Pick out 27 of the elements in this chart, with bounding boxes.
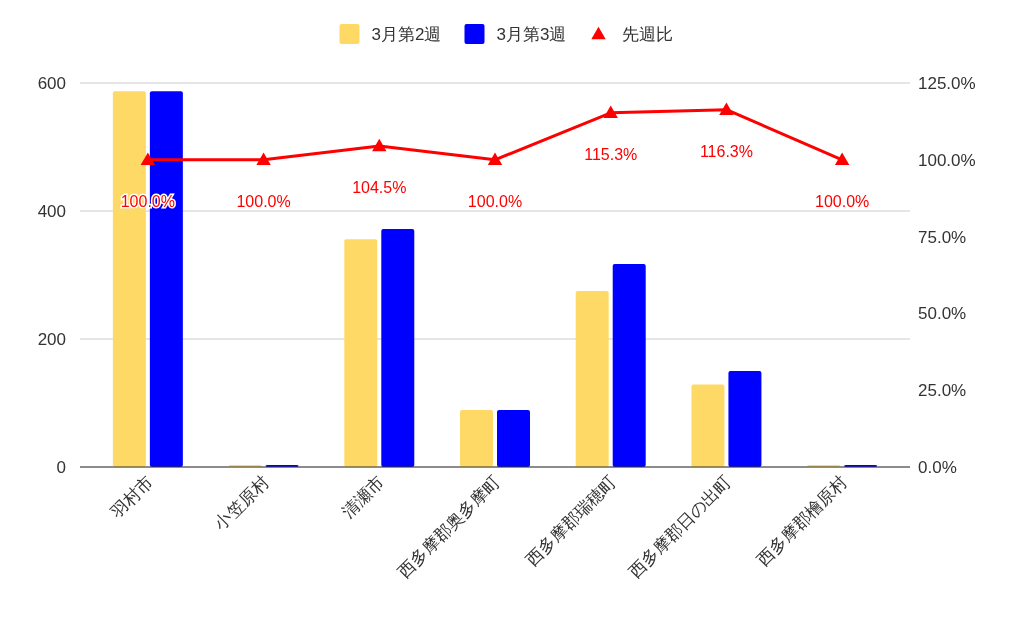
x-tick-label: 小笠原村 — [210, 472, 273, 534]
y2-tick-label: 125.0% — [918, 74, 976, 93]
y2-tick-label: 25.0% — [918, 381, 967, 401]
x-tick-label: 西多摩郡奥多摩町 — [394, 472, 504, 582]
y-tick-label: 600 — [37, 74, 66, 93]
x-tick-label: 西多摩郡日の出町 — [625, 472, 736, 582]
legend-label: 3月第2週 — [371, 25, 442, 44]
x-tick-label: 西多摩郡檜原村 — [753, 472, 851, 570]
legend-label: 先週比 — [621, 25, 673, 44]
data-label: 115.3% — [584, 145, 638, 163]
y2-tick-label: 75.0% — [918, 227, 967, 247]
data-label: 116.3% — [699, 142, 753, 160]
y-tick-label: 400 — [37, 202, 66, 221]
y-tick-label: 0 — [56, 458, 66, 477]
legend-label: 3月第3週 — [496, 25, 567, 44]
x-tick-label: 清瀬市 — [338, 472, 389, 522]
data-label: 104.5% — [352, 178, 407, 196]
data-label: 100.0% — [236, 192, 291, 210]
data-label: 100.0% — [120, 192, 175, 210]
y2-tick-label: 50.0% — [918, 304, 967, 324]
y-tick-label: 200 — [37, 330, 66, 349]
y2-tick-label: 0.0% — [918, 458, 957, 477]
y2-tick-label: 100.0% — [918, 150, 976, 170]
data-label: 100.0% — [467, 192, 523, 210]
data-label: 100.0% — [815, 192, 870, 210]
x-tick-label: 西多摩郡瑞穂町 — [521, 472, 620, 570]
x-tick-label: 羽村市 — [106, 472, 157, 523]
